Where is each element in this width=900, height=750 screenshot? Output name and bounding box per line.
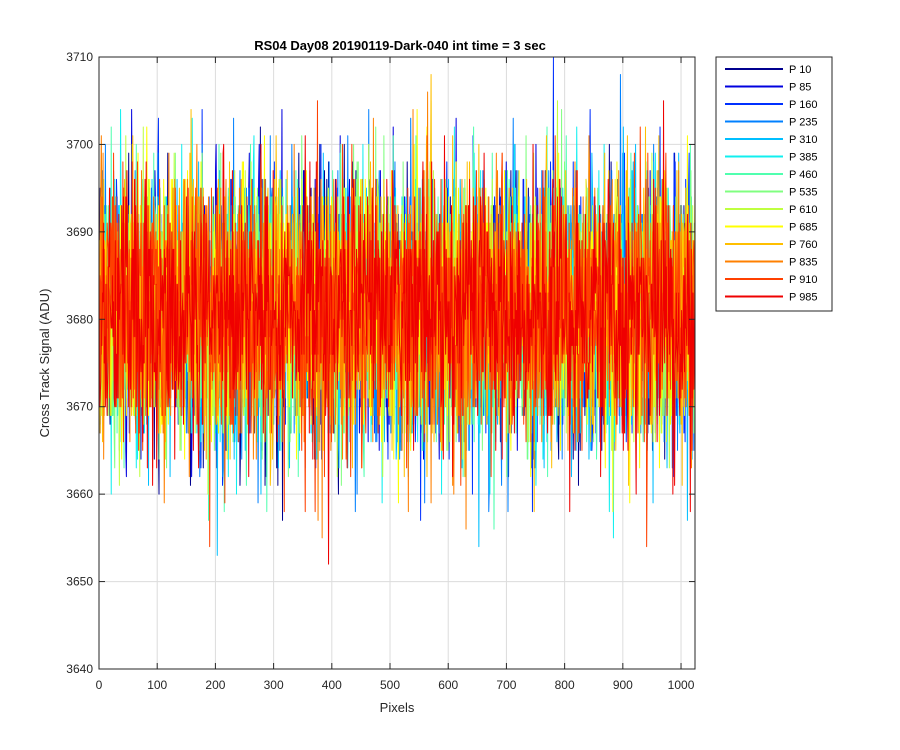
x-tick-label: 800: [555, 678, 575, 692]
y-tick-label: 3700: [66, 137, 93, 151]
legend-label-p-460: P 460: [789, 169, 818, 181]
legend-label-p-235: P 235: [789, 117, 818, 129]
y-tick-label: 3660: [66, 487, 93, 501]
x-tick-label: 500: [380, 678, 400, 692]
x-tick-label: 100: [147, 678, 167, 692]
x-tick-label: 900: [613, 678, 633, 692]
y-axis-label: Cross Track Signal (ADU): [37, 289, 52, 438]
legend-label-p-985: P 985: [789, 292, 818, 304]
legend-label-p-160: P 160: [789, 99, 818, 111]
y-tick-label: 3710: [66, 50, 93, 64]
x-tick-label: 0: [96, 678, 103, 692]
y-tick-label: 3640: [66, 662, 93, 676]
legend: P 10 P 85 P 160 P 235 P 310 P 385 P 460 P 535 P …: [715, 56, 833, 312]
legend-label-p-835: P 835: [789, 257, 818, 269]
x-tick-label: 400: [322, 678, 342, 692]
legend-box: [715, 56, 833, 312]
legend-label-p-910: P 910: [789, 274, 818, 286]
legend-label-p-610: P 610: [789, 204, 818, 216]
legend-label-p-85: P 85: [789, 82, 811, 94]
x-tick-label: 200: [205, 678, 225, 692]
x-tick-label: 700: [496, 678, 516, 692]
y-tick-label: 3650: [66, 575, 93, 589]
series-line-p-910: [98, 100, 696, 548]
axis-ticks: 0 100 200 300 400 500 600 700 800 900 1000 3640 3650…: [66, 50, 695, 692]
legend-label-p-310: P 310: [789, 134, 818, 146]
y-tick-label: 3670: [66, 400, 93, 414]
legend-label-p-10: P 10: [789, 64, 811, 76]
plot-lines: [98, 56, 696, 565]
x-tick-label: 600: [438, 678, 458, 692]
y-tick-label: 3680: [66, 312, 93, 326]
x-tick-label: 300: [264, 678, 284, 692]
y-tick-label: 3690: [66, 225, 93, 239]
plot-frame: [98, 56, 696, 670]
chart-title: RS04 Day08 20190119-Dark-040 int time = …: [254, 38, 546, 53]
legend-label-p-760: P 760: [789, 239, 818, 251]
x-tick-label: 1000: [668, 678, 695, 692]
legend-label-p-385: P 385: [789, 152, 818, 164]
series-line-p-985: [98, 100, 696, 565]
x-axis-label: Pixels: [380, 700, 415, 715]
legend-label-p-535: P 535: [789, 187, 818, 199]
legend-label-p-685: P 685: [789, 222, 818, 234]
